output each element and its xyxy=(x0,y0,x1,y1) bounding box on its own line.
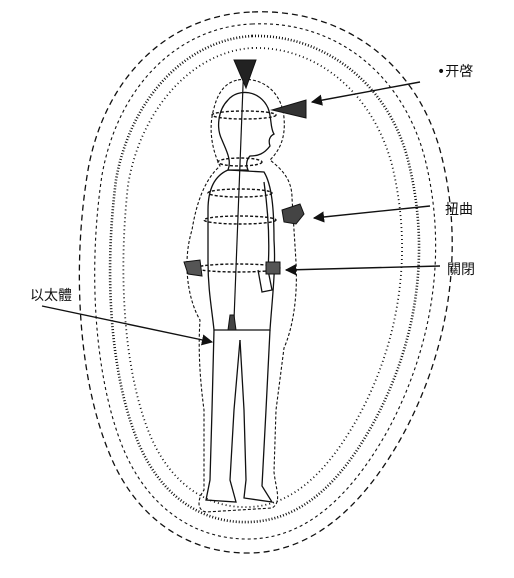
crown-chakra-cone xyxy=(233,59,257,90)
figure-left-leg xyxy=(205,329,241,503)
aura-field-fringe xyxy=(108,34,421,524)
etheric-body-outline xyxy=(186,78,297,513)
figure-arm xyxy=(257,181,273,293)
label-opening: •开啓 xyxy=(437,64,473,80)
twisted-chakra xyxy=(281,203,305,225)
arrow-etheric xyxy=(41,305,214,346)
vertical-power-current xyxy=(233,59,245,321)
closed-chakra-left xyxy=(183,259,203,277)
closed-chakra-right xyxy=(265,261,281,275)
label-twist: 扭曲 xyxy=(445,202,473,218)
figure-right-leg xyxy=(239,329,274,503)
arrow-closed xyxy=(284,264,441,276)
band-heart xyxy=(207,188,273,198)
outer-aura-inner-line xyxy=(94,23,437,540)
outer-aura-boundary xyxy=(78,11,453,554)
label-etheric: 以太體 xyxy=(30,288,72,304)
label-closed: 關閉 xyxy=(447,262,475,278)
arrow-twist xyxy=(312,205,431,223)
root-chakra-tassel xyxy=(227,314,237,331)
band-solar xyxy=(203,215,277,225)
aura-field-fringe-2 xyxy=(122,47,403,508)
arrow-opening xyxy=(310,81,421,106)
band-throat xyxy=(217,157,263,167)
band-head xyxy=(211,110,277,120)
open-chakra-cone xyxy=(270,99,307,119)
figure-head xyxy=(217,91,275,171)
figure-torso xyxy=(207,169,276,331)
